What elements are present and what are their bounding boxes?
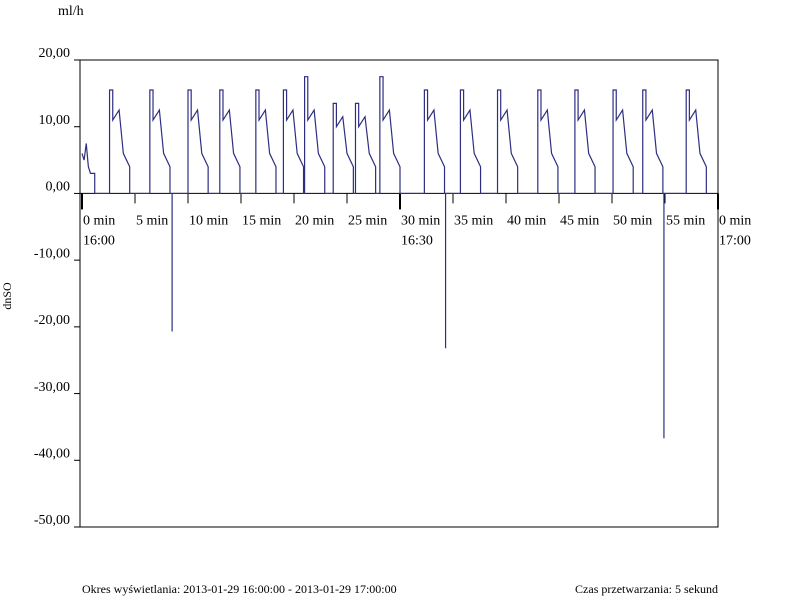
x-tick-label: 10 min — [189, 214, 228, 229]
y-tick-label: -50,00 — [34, 513, 70, 528]
x-tick-label: 5 min — [136, 214, 168, 229]
y-tick-label: 10,00 — [39, 113, 71, 128]
unit-label: ml/h — [58, 4, 84, 19]
x-tick-label: 20 min — [295, 214, 334, 229]
y-axis-title: dnSO — [0, 282, 14, 310]
x-tick-label: 55 min — [666, 214, 705, 229]
y-tick-label: -30,00 — [34, 380, 70, 395]
x-tick-label: 0 min — [719, 214, 751, 229]
footer-processing: Czas przetwarzania: 5 sekund — [575, 582, 718, 596]
y-tick-label: -40,00 — [34, 447, 70, 462]
x-tick-label: 45 min — [560, 214, 599, 229]
y-tick-label: 0,00 — [46, 180, 71, 195]
plot-frame — [79, 59, 719, 528]
footer-period: Okres wyświetlania: 2013-01-29 16:00:00 … — [82, 582, 397, 596]
data-line — [81, 76, 707, 439]
y-tick-label: 20,00 — [39, 46, 71, 61]
x-time-label: 16:30 — [401, 234, 433, 249]
x-tick-label: 15 min — [242, 214, 281, 229]
x-tick-label: 35 min — [454, 214, 493, 229]
x-tick-label: 0 min — [83, 214, 115, 229]
y-tick-label: -20,00 — [34, 313, 70, 328]
x-tick-label: 30 min — [401, 214, 440, 229]
x-time-label: 17:00 — [719, 234, 751, 249]
x-tick-label: 25 min — [348, 214, 387, 229]
y-tick-label: -10,00 — [34, 246, 70, 261]
x-tick-label: 40 min — [507, 214, 546, 229]
x-tick-label: 50 min — [613, 214, 652, 229]
x-time-label: 16:00 — [83, 234, 115, 249]
